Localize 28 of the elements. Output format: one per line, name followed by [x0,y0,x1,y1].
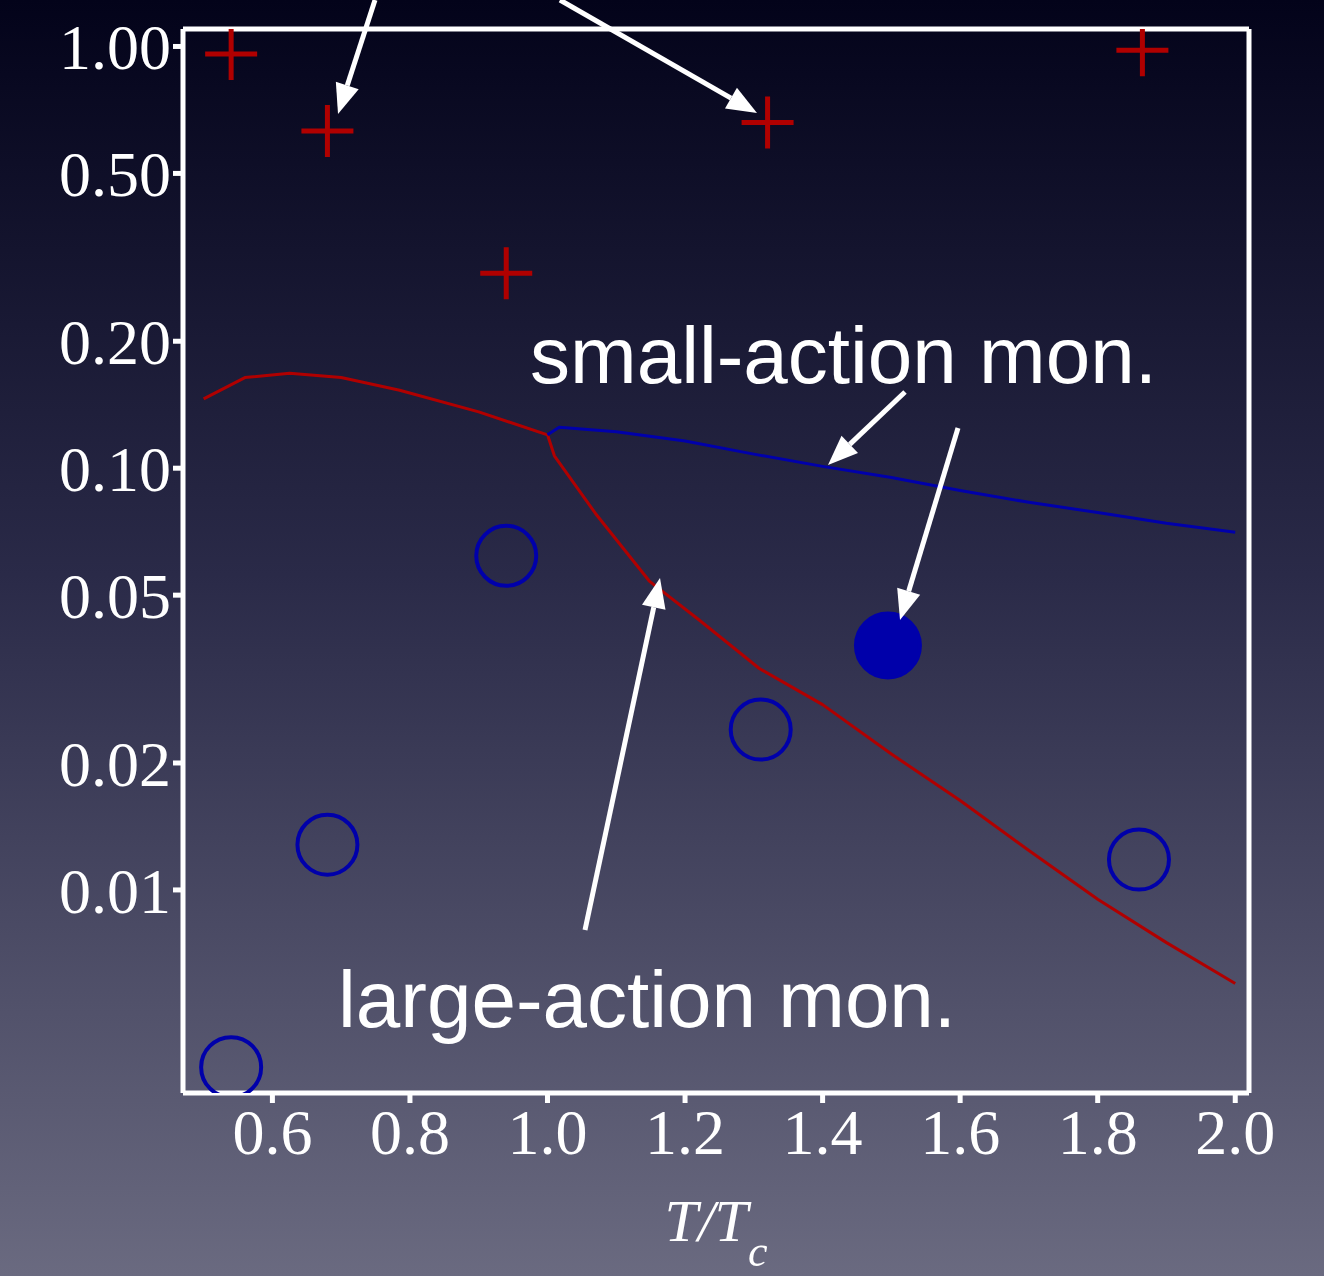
point [728,697,793,762]
y-tick-label: 0.10 [59,433,171,505]
point [1106,827,1171,892]
x-tick-label: 2.0 [1195,1097,1276,1169]
point [474,523,539,588]
point [301,105,354,158]
y-tick-label: 0.50 [59,139,171,211]
x-tick-label: 0.8 [369,1097,450,1169]
x-tick-label: 1.4 [782,1097,863,1169]
point [480,247,533,300]
x-tick-label: 0.6 [232,1097,313,1169]
point [295,812,360,877]
annotation: large-action mon. [338,955,957,1044]
x-tick-label: 1.2 [645,1097,726,1169]
point [741,96,794,149]
point [853,611,922,680]
point [205,29,258,80]
x-tick-label: 1.8 [1057,1097,1138,1169]
x-axis-title: T/T$_{c}$ [664,1188,768,1276]
y-tick-label: 0.01 [59,855,171,927]
line-series [546,425,1237,534]
y-tick-label: 0.02 [59,728,171,800]
y-tick-label: 0.20 [59,306,171,378]
x-tick-label: 1.6 [920,1097,1001,1169]
y-tick-label: 0.05 [59,560,171,632]
annotation: small-action mon. [530,311,1157,400]
x-tick-label: 1.0 [507,1097,588,1169]
y-tick-label: 1.00 [59,12,171,84]
